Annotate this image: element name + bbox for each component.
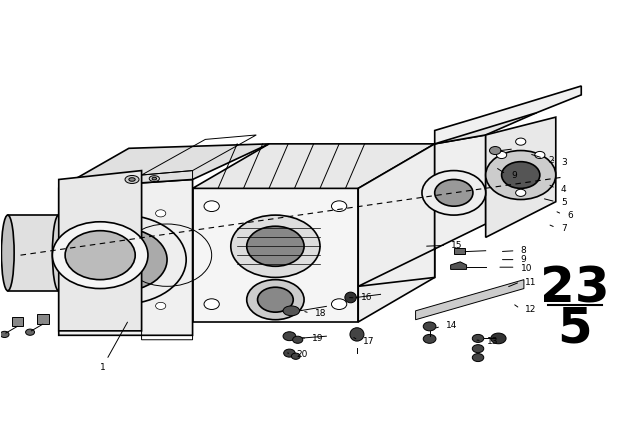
Circle shape — [486, 151, 556, 199]
Circle shape — [257, 287, 293, 312]
Ellipse shape — [1, 215, 14, 291]
Circle shape — [472, 334, 484, 342]
Circle shape — [422, 171, 486, 215]
Polygon shape — [435, 86, 581, 144]
Text: 6: 6 — [567, 211, 573, 220]
Text: 5: 5 — [561, 198, 566, 207]
Text: 23: 23 — [540, 265, 610, 313]
Bar — [12, 317, 23, 327]
Text: 17: 17 — [363, 336, 374, 345]
Circle shape — [79, 210, 90, 217]
Text: 18: 18 — [315, 310, 326, 319]
Circle shape — [535, 151, 545, 159]
Circle shape — [65, 231, 135, 280]
Circle shape — [26, 329, 35, 335]
Circle shape — [283, 332, 296, 340]
Text: 5: 5 — [557, 305, 592, 353]
Circle shape — [435, 180, 473, 206]
Circle shape — [491, 333, 506, 344]
Circle shape — [52, 222, 148, 289]
Circle shape — [246, 280, 304, 320]
Circle shape — [231, 215, 320, 277]
Polygon shape — [193, 144, 435, 188]
Ellipse shape — [52, 215, 65, 291]
Circle shape — [516, 189, 526, 196]
Circle shape — [490, 146, 501, 155]
Text: 16: 16 — [361, 293, 372, 302]
Polygon shape — [59, 144, 269, 188]
Circle shape — [156, 210, 166, 217]
Circle shape — [79, 302, 90, 310]
Circle shape — [472, 345, 484, 353]
Polygon shape — [8, 215, 59, 291]
Ellipse shape — [345, 292, 356, 303]
Circle shape — [423, 322, 436, 331]
Text: 9: 9 — [511, 171, 517, 180]
Polygon shape — [59, 171, 141, 331]
Polygon shape — [451, 262, 467, 269]
Polygon shape — [358, 135, 486, 286]
Text: 11: 11 — [525, 278, 537, 287]
Circle shape — [423, 334, 436, 343]
Ellipse shape — [350, 328, 364, 341]
Text: 4: 4 — [561, 185, 566, 194]
Text: 20: 20 — [296, 350, 308, 359]
Polygon shape — [435, 113, 537, 144]
Circle shape — [332, 201, 347, 211]
Text: 15: 15 — [451, 241, 463, 250]
Polygon shape — [193, 188, 358, 322]
Circle shape — [292, 336, 303, 343]
Circle shape — [204, 299, 220, 310]
Circle shape — [284, 349, 295, 357]
Polygon shape — [486, 117, 556, 237]
Text: 19: 19 — [312, 334, 324, 343]
Circle shape — [472, 353, 484, 362]
Ellipse shape — [129, 178, 135, 181]
Text: 7: 7 — [561, 224, 566, 233]
Text: 1: 1 — [100, 363, 106, 372]
Ellipse shape — [149, 176, 159, 181]
Polygon shape — [415, 280, 524, 320]
Circle shape — [516, 138, 526, 145]
Bar — [454, 249, 465, 254]
Ellipse shape — [152, 177, 157, 180]
Text: 12: 12 — [525, 305, 536, 314]
Circle shape — [332, 299, 347, 310]
Circle shape — [246, 226, 304, 266]
Circle shape — [204, 201, 220, 211]
Polygon shape — [358, 144, 435, 322]
Ellipse shape — [125, 176, 139, 184]
Polygon shape — [59, 180, 193, 335]
Text: 14: 14 — [446, 321, 458, 330]
Text: 9: 9 — [521, 255, 527, 264]
Ellipse shape — [283, 306, 300, 316]
Circle shape — [59, 215, 186, 304]
Circle shape — [0, 332, 9, 337]
Circle shape — [291, 353, 300, 359]
Bar — [37, 314, 49, 324]
Text: 3: 3 — [561, 158, 566, 167]
Circle shape — [78, 228, 167, 291]
Circle shape — [156, 302, 166, 310]
Circle shape — [497, 151, 507, 159]
Text: 8: 8 — [521, 246, 527, 255]
Circle shape — [502, 162, 540, 188]
Text: 13: 13 — [487, 336, 499, 345]
Text: 2: 2 — [548, 156, 554, 165]
Text: 10: 10 — [521, 264, 532, 273]
